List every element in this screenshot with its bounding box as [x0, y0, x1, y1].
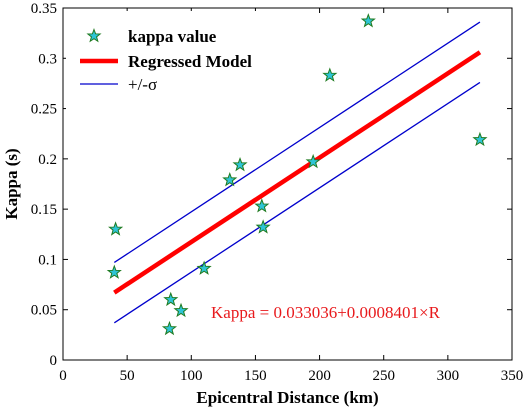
- legend-label-kappa: kappa value: [128, 27, 217, 46]
- x-tick-label: 0: [59, 368, 67, 384]
- y-tick-label: 0: [50, 353, 58, 369]
- x-tick-label: 50: [120, 368, 135, 384]
- kappa-point: [255, 219, 271, 234]
- plot-elements: [106, 13, 488, 336]
- kappa-point: [163, 291, 179, 307]
- legend-label-sigma: +/-σ: [128, 75, 157, 94]
- kappa-point: [222, 172, 238, 187]
- y-axis-label: Kappa (s): [2, 148, 21, 219]
- x-tick-label: 350: [501, 368, 524, 384]
- kappa-point: [108, 221, 124, 236]
- x-tick-label: 150: [244, 368, 267, 384]
- kappa-point: [472, 131, 488, 147]
- y-tick-label: 0.3: [38, 51, 57, 67]
- legend-label-regression: Regressed Model: [128, 52, 252, 71]
- kappa-point: [173, 302, 189, 318]
- x-tick-label: 100: [180, 368, 203, 384]
- x-axis-label: Epicentral Distance (km): [196, 388, 378, 407]
- y-tick-label: 0.25: [31, 102, 57, 118]
- y-tick-label: 0.05: [31, 303, 57, 319]
- kappa-point: [106, 264, 122, 279]
- y-tick-label: 0.15: [31, 202, 57, 218]
- legend-star-marker: [86, 28, 102, 43]
- sigma-upper-line: [113, 21, 481, 263]
- y-tick-label: 0.35: [31, 1, 57, 17]
- x-tick-label: 300: [437, 368, 460, 384]
- tick-labels: 0 50 100 150 200 250 300 350 0 0.05 0.1 0.15 0.2 0.25…: [31, 1, 524, 384]
- sigma-lower-line: [113, 81, 481, 324]
- y-tick-label: 0.1: [38, 252, 57, 268]
- kappa-point: [161, 320, 178, 336]
- y-tick-label: 0.2: [38, 152, 57, 168]
- legend: kappa value Regressed Model +/-σ: [66, 11, 276, 111]
- plot-frame: [62, 7, 513, 361]
- regression-equation: Kappa = 0.033036+0.0008401×R: [211, 303, 441, 322]
- kappa-point: [254, 198, 270, 213]
- x-tick-label: 200: [308, 368, 331, 384]
- kappa-point: [196, 260, 212, 275]
- kappa-point: [322, 67, 338, 82]
- x-tick-label: 250: [372, 368, 395, 384]
- kappa-point: [305, 153, 321, 169]
- kappa-point: [232, 156, 248, 172]
- regression-line: [113, 50, 482, 295]
- kappa-point: [360, 13, 376, 28]
